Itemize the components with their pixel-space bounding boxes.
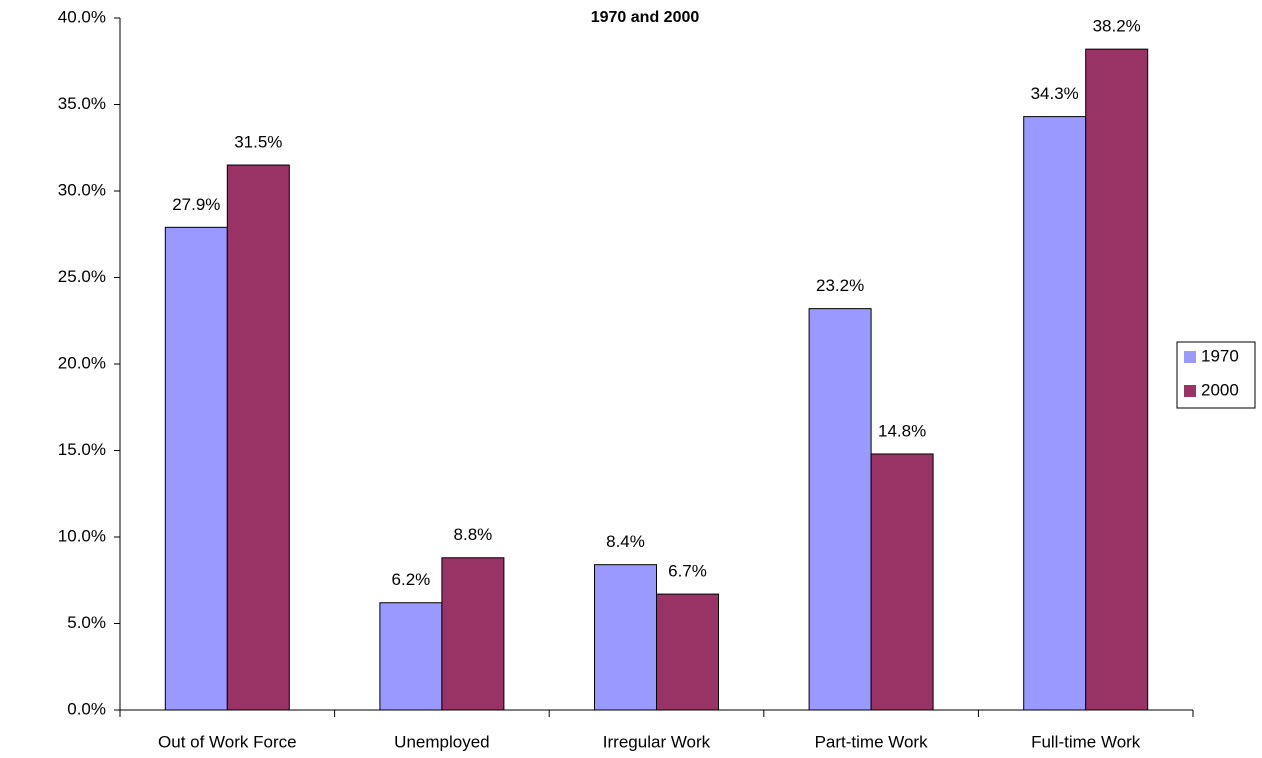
chart-title: 1970 and 2000 (591, 9, 700, 26)
bar (164, 226, 228, 711)
y-tick-label: 35.0% (58, 94, 106, 113)
legend-swatch (1184, 351, 1196, 363)
bar (226, 164, 290, 711)
bar (1085, 48, 1149, 711)
value-label: 23.2% (816, 276, 864, 295)
y-tick-label: 0.0% (67, 699, 106, 718)
y-tick-label: 30.0% (58, 180, 106, 199)
legend-swatch (1184, 385, 1196, 397)
y-tick-label: 5.0% (67, 613, 106, 632)
x-tick-label: Irregular Work (603, 732, 711, 751)
y-tick-label: 10.0% (58, 526, 106, 545)
y-tick-label: 25.0% (58, 267, 106, 286)
value-label: 27.9% (172, 195, 220, 214)
value-label: 8.4% (606, 532, 645, 551)
value-label: 8.8% (454, 525, 493, 544)
bar (441, 557, 505, 711)
x-tick-label: Full-time Work (1031, 732, 1141, 751)
y-tick-label: 20.0% (58, 353, 106, 372)
y-tick-label: 15.0% (58, 440, 106, 459)
value-label: 6.2% (392, 570, 431, 589)
value-label: 31.5% (234, 133, 282, 152)
value-label: 6.7% (668, 562, 707, 581)
value-label: 38.2% (1093, 17, 1141, 36)
bar (1023, 116, 1087, 711)
bar (379, 602, 443, 711)
x-tick-label: Part-time Work (815, 732, 929, 751)
legend-label: 1970 (1201, 346, 1239, 365)
value-label: 14.8% (878, 421, 926, 440)
bar (808, 308, 872, 711)
x-tick-label: Out of Work Force (158, 732, 297, 751)
bar (656, 593, 719, 711)
bar (870, 453, 934, 711)
x-tick-label: Unemployed (394, 732, 489, 751)
y-tick-label: 40.0% (58, 7, 106, 26)
value-label: 34.3% (1031, 84, 1079, 103)
legend-label: 2000 (1201, 380, 1239, 399)
bar (594, 564, 657, 711)
